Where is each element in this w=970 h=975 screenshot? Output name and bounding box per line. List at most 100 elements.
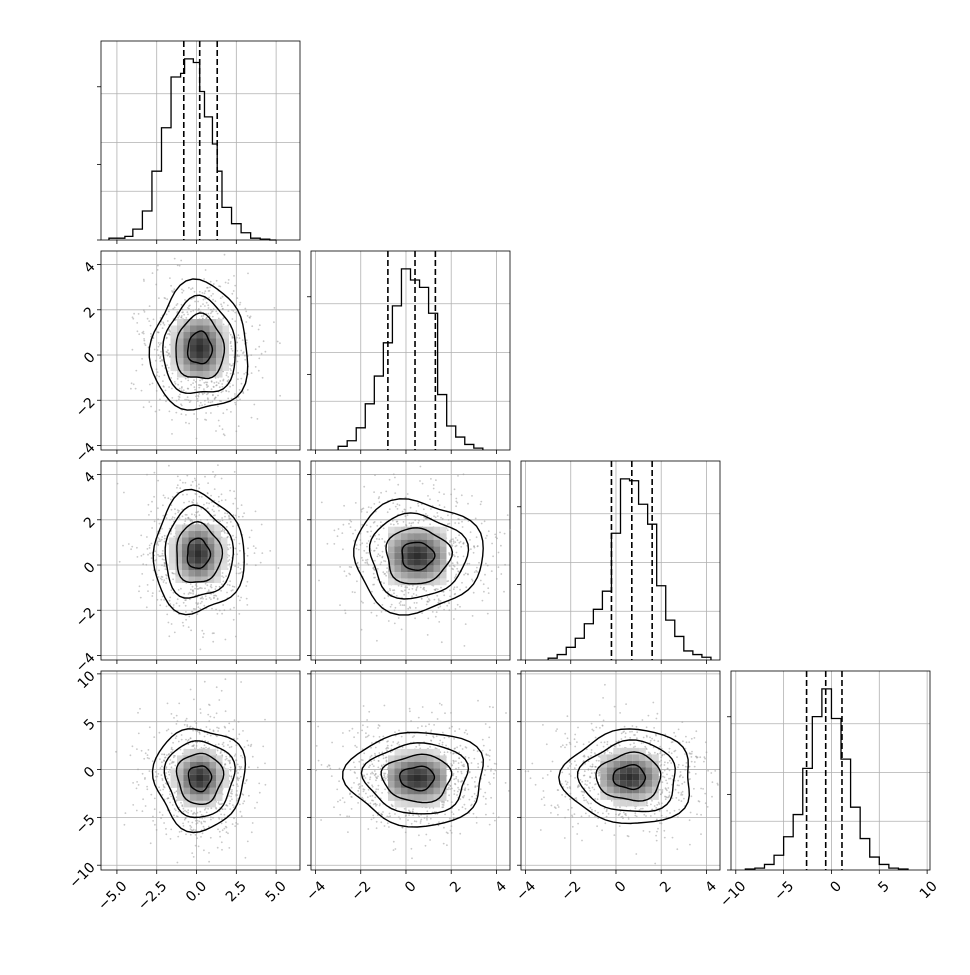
pair-2-0-cell--4--2 bbox=[169, 538, 176, 545]
pair-1-0-sample-259 bbox=[247, 315, 249, 317]
pair-3-0-sample-95 bbox=[254, 807, 256, 809]
pair-3-0-sample-401 bbox=[125, 812, 127, 814]
pair-2-0-sample-714 bbox=[224, 529, 226, 531]
pair-2-0-sample-685 bbox=[160, 578, 162, 580]
pair-2-1-sample-439 bbox=[509, 529, 511, 531]
pair-2-1-sample-749 bbox=[373, 568, 375, 570]
pair-2-1-sample-466 bbox=[384, 597, 386, 599]
pair-3-1-sample-652 bbox=[391, 745, 393, 747]
pair-1-0-sample-821 bbox=[181, 315, 183, 317]
pair-3-1-sample-668 bbox=[428, 723, 430, 725]
pair-3-0-sample-120 bbox=[225, 821, 227, 823]
pair-3-1-sample-862 bbox=[376, 827, 378, 829]
pair-3-0-sample-628 bbox=[176, 735, 178, 737]
pair-3-0-sample-287 bbox=[208, 861, 210, 863]
pair-3-0-sample-55 bbox=[158, 786, 160, 788]
pair-2-1-sample-345 bbox=[359, 539, 361, 541]
pair-3-1-cell-2-0 bbox=[427, 775, 434, 782]
pair-2-1-sample-629 bbox=[507, 514, 509, 516]
pair-1-0-cell-3-4 bbox=[216, 371, 223, 378]
pair-3-1-sample-32 bbox=[489, 783, 491, 785]
pair-3-0-sample-776 bbox=[206, 726, 208, 728]
pair-1-0-sample-543 bbox=[279, 395, 281, 397]
pair-3-0-cell--1-3 bbox=[190, 794, 197, 801]
pair-3-0-sample-235 bbox=[222, 744, 224, 746]
pair-2-1-sample-619 bbox=[500, 573, 502, 575]
pair-3-1-sample-278 bbox=[462, 797, 464, 799]
pair-3-1-sample-150 bbox=[412, 811, 414, 813]
pair-1-0-sample-655 bbox=[148, 401, 150, 403]
pair-3-1-sample-338 bbox=[451, 811, 453, 813]
pair-3-0-sample-529 bbox=[229, 808, 231, 810]
pair-2-1-sample-76 bbox=[344, 570, 346, 572]
pair-1-0-sample-642 bbox=[211, 380, 213, 382]
pair-3-0-sample-651 bbox=[167, 778, 169, 780]
pair-1-0-sample-523 bbox=[155, 411, 157, 413]
pair-3-0-sample-262 bbox=[190, 834, 192, 836]
pair-2-0-sample-784 bbox=[164, 535, 166, 537]
pair-3-1-sample-661 bbox=[485, 723, 487, 725]
pair-2-1-sample-661 bbox=[361, 629, 363, 631]
pair-3-0-sample-289 bbox=[166, 730, 168, 732]
pair-2-1-sample-356 bbox=[454, 488, 456, 490]
pair-3-1-sample-747 bbox=[453, 813, 455, 815]
pair-2-1-sample-663 bbox=[487, 613, 489, 615]
pair-3-1-sample-490 bbox=[353, 782, 355, 784]
pair-1-0-sample-824 bbox=[169, 411, 171, 413]
pair-2-1-sample-467 bbox=[356, 548, 358, 550]
pair-1-0-cell-3-1 bbox=[216, 352, 223, 359]
pair-1-0-sample-873 bbox=[230, 334, 232, 336]
pair-1-0-sample-146 bbox=[141, 358, 143, 360]
pair-3-0-sample-175 bbox=[136, 748, 138, 750]
pair-2-1-sample-129 bbox=[482, 600, 484, 602]
pair-3-0-cell--2-2 bbox=[184, 788, 191, 795]
pair-3-0-sample-417 bbox=[160, 789, 162, 791]
pair-3-1-sample-206 bbox=[342, 797, 344, 799]
pair-2-1-sample-304 bbox=[376, 547, 378, 549]
pair-3-0-sample-578 bbox=[159, 732, 161, 734]
pair-2-1-sample-372 bbox=[454, 555, 456, 557]
pair-3-0-sample-870 bbox=[138, 784, 140, 786]
pair-2-1-sample-684 bbox=[484, 574, 486, 576]
pair-1-0-sample-668 bbox=[206, 394, 208, 396]
pair-1-0-sample-392 bbox=[212, 394, 214, 396]
pair-2-1-sample-222 bbox=[454, 522, 456, 524]
pair-1-0-sample-519 bbox=[144, 311, 146, 313]
pair-2-0-sample-330 bbox=[193, 608, 195, 610]
pair-2-0-sample-591 bbox=[163, 565, 165, 567]
pair-2-0-sample-705 bbox=[192, 502, 194, 504]
pair-1-0-sample-253 bbox=[244, 355, 246, 357]
pair-2-0-sample-539 bbox=[163, 495, 165, 497]
pair-2-1-sample-753 bbox=[438, 491, 440, 493]
pair-3-0-sample-308 bbox=[171, 713, 173, 715]
pair-2-0-sample-296 bbox=[204, 476, 206, 478]
pair-3-1-sample-495 bbox=[414, 820, 416, 822]
pair-1-0-sample-248 bbox=[141, 390, 143, 392]
pair-3-0-sample-397 bbox=[192, 730, 194, 732]
pair-2-1-cell-4-4 bbox=[440, 579, 447, 586]
pair-2-1-sample-415 bbox=[435, 516, 437, 518]
pair-3-1-sample-769 bbox=[331, 742, 333, 744]
pair-2-1-sample-322 bbox=[410, 507, 412, 509]
pair-1-0-sample-406 bbox=[179, 396, 181, 398]
pair-3-0-sample-413 bbox=[132, 745, 134, 747]
pair-2-0-sample-297 bbox=[219, 520, 221, 522]
pair-3-0-sample-692 bbox=[232, 729, 234, 731]
pair-2-1-cell-0-0 bbox=[414, 553, 421, 560]
pair-3-1-sample-323 bbox=[468, 789, 470, 791]
pair-1-0-sample-76 bbox=[213, 308, 215, 310]
pair-2-0-sample-586 bbox=[221, 478, 223, 480]
pair-1-0-sample-181 bbox=[179, 394, 181, 396]
pair-1-0-sample-170 bbox=[155, 360, 157, 362]
pair-1-0-sample-565 bbox=[228, 379, 230, 381]
pair-1-0-sample-601 bbox=[138, 313, 140, 315]
pair-2-0-sample-66 bbox=[222, 572, 224, 574]
pair-2-1-sample-803 bbox=[442, 518, 444, 520]
pair-3-1-sample-759 bbox=[376, 777, 378, 779]
pair-2-0-cell-0-3 bbox=[195, 570, 202, 577]
pair-2-0-sample-269 bbox=[162, 553, 164, 555]
pair-3-1-sample-794 bbox=[443, 801, 445, 803]
pair-3-1-sample-285 bbox=[443, 827, 445, 829]
pair-1-0-sample-582 bbox=[181, 289, 183, 291]
